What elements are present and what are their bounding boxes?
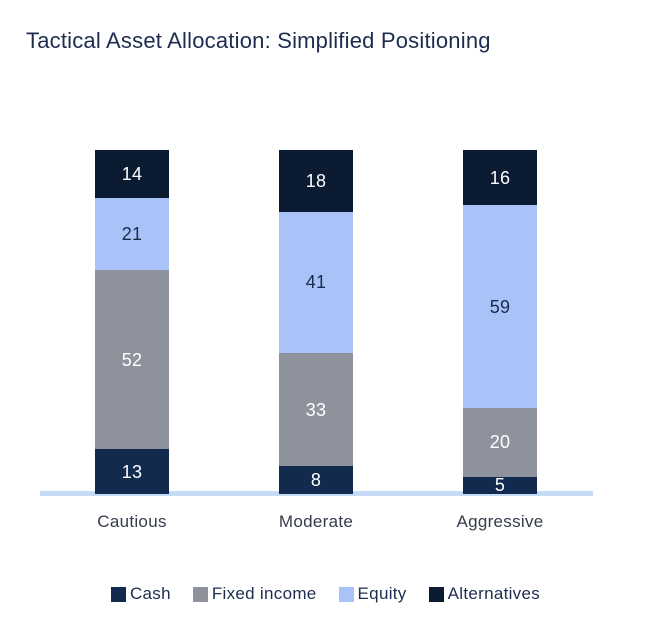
chart-title: Tactical Asset Allocation: Simplified Po… xyxy=(26,28,491,53)
legend-label: Equity xyxy=(357,584,407,603)
bar-segment-cash: 13 xyxy=(95,449,169,494)
segment-value-label: 52 xyxy=(121,349,143,370)
legend-item-equity: Equity xyxy=(338,584,407,604)
bar-segment-cash: 5 xyxy=(463,475,537,496)
legend-label: Alternatives xyxy=(447,584,541,603)
legend-swatch-icon xyxy=(338,586,354,602)
segment-value-label: 5 xyxy=(494,475,506,496)
bar-segment-equity: 59 xyxy=(463,205,537,409)
bar-segment-fixed-income: 52 xyxy=(95,270,169,450)
legend-swatch-icon xyxy=(110,586,126,602)
stacked-bar-aggressive: 5 20 59 16 xyxy=(463,150,537,494)
bar-segment-fixed-income: 20 xyxy=(463,408,537,477)
bar-segment-alternatives: 18 xyxy=(279,150,353,212)
segment-value-label: 16 xyxy=(489,167,511,188)
stacked-bar-cautious: 13 52 21 14 xyxy=(95,150,169,494)
legend-item-fixed-income: Fixed income xyxy=(192,584,317,604)
segment-value-label: 8 xyxy=(310,470,322,491)
legend-label: Cash xyxy=(129,584,171,603)
legend-item-cash: Cash xyxy=(110,584,171,604)
legend-label: Fixed income xyxy=(211,584,317,603)
segment-value-label: 13 xyxy=(121,461,143,482)
segment-value-label: 14 xyxy=(121,164,143,185)
chart-legend: Cash Fixed income Equity Alternatives xyxy=(0,584,651,604)
category-label-moderate: Moderate xyxy=(278,512,354,531)
bar-segment-equity: 21 xyxy=(95,198,169,271)
bar-segment-fixed-income: 33 xyxy=(279,352,353,467)
bar-segment-alternatives: 14 xyxy=(95,150,169,199)
segment-value-label: 21 xyxy=(121,224,143,245)
legend-item-alternatives: Alternatives xyxy=(428,584,541,604)
segment-value-label: 20 xyxy=(489,432,511,453)
segment-value-label: 59 xyxy=(489,296,511,317)
segment-value-label: 33 xyxy=(305,399,327,420)
category-label-aggressive: Aggressive xyxy=(456,512,544,531)
bar-segment-cash: 8 xyxy=(279,466,353,494)
legend-swatch-icon xyxy=(192,586,208,602)
bar-segment-equity: 41 xyxy=(279,211,353,353)
bar-segment-alternatives: 16 xyxy=(463,150,537,206)
segment-value-label: 41 xyxy=(305,272,327,293)
segment-value-label: 18 xyxy=(305,170,327,191)
category-label-cautious: Cautious xyxy=(97,512,167,531)
legend-swatch-icon xyxy=(428,586,444,602)
stacked-bar-moderate: 8 33 41 18 xyxy=(279,150,353,494)
